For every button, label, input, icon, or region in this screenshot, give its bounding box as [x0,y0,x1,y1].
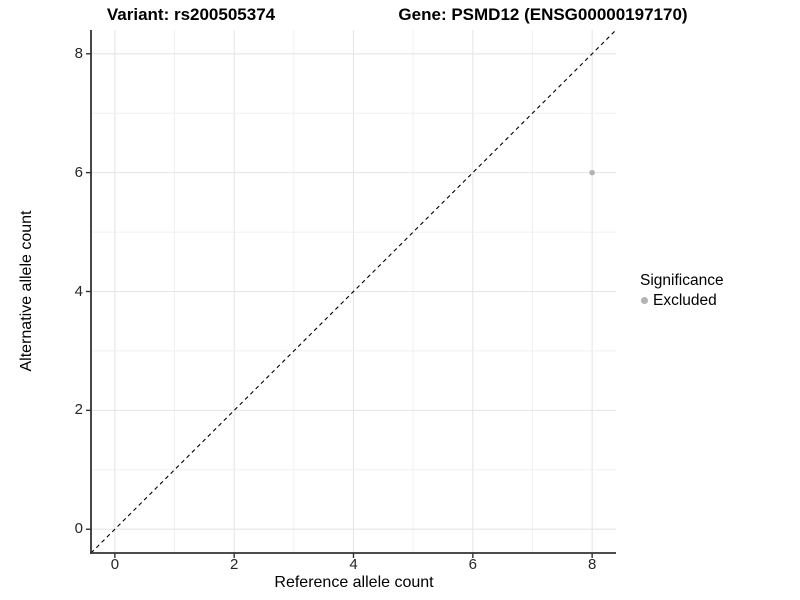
identity-line [90,29,617,554]
y-axis-title: Alternative allele count [18,210,35,372]
data-point [589,169,595,176]
legend: Significance Excluded [640,271,724,310]
x-tick-label: 2 [230,556,239,573]
plot-title-gene: Gene: PSMD12 (ENSG00000197170) [398,5,688,24]
y-tick-label: 8 [74,44,83,62]
y-tick-label: 0 [74,520,83,538]
legend-label: Excluded [653,292,717,309]
x-tick-label: 4 [349,556,358,573]
x-tick-label: 8 [587,556,597,573]
x-axis-title: Reference allele count [274,574,434,591]
x-tick-label: 6 [468,556,477,573]
y-tick-label: 4 [74,282,83,300]
legend-items: Excluded [640,291,724,310]
x-tick-label: 0 [110,556,120,573]
y-tick-label: 6 [74,163,83,181]
legend-item: Excluded [641,291,724,310]
plot-title-variant: Variant: rs200505374 [106,5,276,24]
legend-title: Significance [640,272,724,289]
legend-swatch-icon [641,297,648,304]
y-tick-label: 2 [74,401,83,419]
